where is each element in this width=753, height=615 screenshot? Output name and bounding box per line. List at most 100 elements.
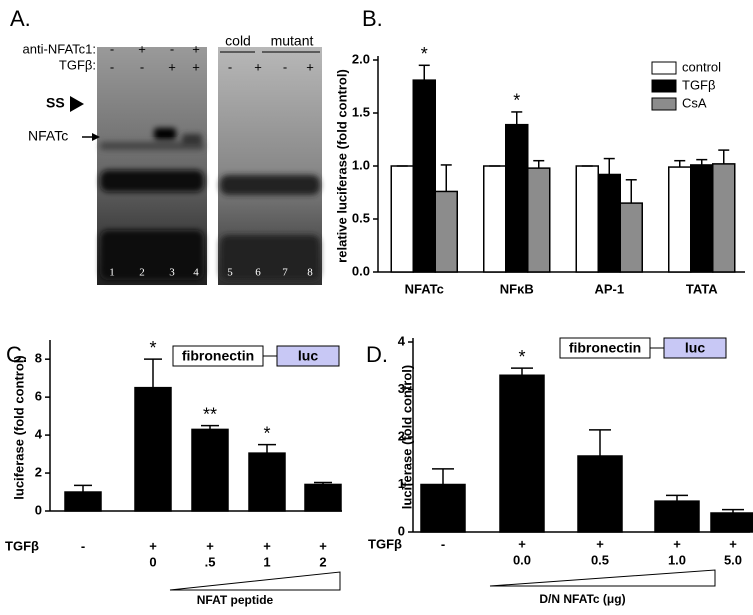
row-mark: - xyxy=(140,59,144,74)
row-label: TGFβ xyxy=(5,538,39,553)
y-tick-label: 3 xyxy=(398,381,405,396)
row-mark: + xyxy=(168,59,176,74)
panel-label: C. xyxy=(6,342,28,367)
legend-swatch xyxy=(651,61,677,75)
row-mark: + xyxy=(192,59,200,74)
dose-label: 2 xyxy=(319,554,326,569)
significance: * xyxy=(421,44,428,64)
construct-box xyxy=(276,345,340,367)
x-tick-label: + xyxy=(729,536,737,551)
bar xyxy=(712,163,736,273)
bar xyxy=(505,123,529,273)
bar xyxy=(619,202,643,273)
y-tick-label: 4 xyxy=(35,427,43,442)
row-mark: + xyxy=(254,59,262,74)
x-tick-label: + xyxy=(673,536,681,551)
lane-number: 1 xyxy=(109,267,115,279)
lane-number: 7 xyxy=(282,267,288,279)
lane-number: 4 xyxy=(193,267,199,279)
bar xyxy=(64,491,102,512)
y-axis-label: luciferase (fold control) xyxy=(399,365,414,509)
y-tick-label: 1.5 xyxy=(352,104,370,119)
significance: ** xyxy=(203,404,217,424)
x-tick-label: AP-1 xyxy=(594,281,624,296)
row-label: TGFβ xyxy=(368,536,402,551)
bar xyxy=(499,374,545,533)
x-axis-label: NFAT peptide xyxy=(197,593,274,607)
lane-number: 5 xyxy=(227,267,233,279)
construct-label: luc xyxy=(298,348,318,364)
bar xyxy=(527,167,551,273)
lane-number: 2 xyxy=(139,267,145,279)
bar xyxy=(577,455,623,533)
bar xyxy=(690,164,714,273)
x-tick-label: TATA xyxy=(686,281,718,296)
row-label: TGFβ: xyxy=(59,57,96,72)
construct-box xyxy=(663,337,727,359)
dose-label: .5 xyxy=(205,554,216,569)
construct-label: fibronectin xyxy=(182,348,254,364)
bar xyxy=(654,500,700,533)
bar xyxy=(248,452,286,512)
legend-swatch xyxy=(651,79,677,93)
lane-number: 8 xyxy=(307,267,313,279)
x-tick-label: + xyxy=(319,538,327,553)
bar xyxy=(597,173,621,273)
x-tick-label: NFATc xyxy=(405,281,444,296)
x-tick-label: - xyxy=(81,538,85,553)
dose-label: 1 xyxy=(263,554,270,569)
lane-number: 6 xyxy=(255,267,261,279)
legend-label: TGFβ xyxy=(682,77,715,92)
y-tick-label: 2 xyxy=(35,464,42,479)
y-tick-label: 0 xyxy=(398,523,405,538)
x-tick-label: - xyxy=(441,536,445,551)
x-tick-label: + xyxy=(149,538,157,553)
y-tick-label: 2 xyxy=(398,428,405,443)
legend-label: control xyxy=(682,59,721,74)
significance: * xyxy=(513,91,520,111)
y-tick-label: 6 xyxy=(35,389,42,404)
y-tick-label: 1 xyxy=(398,476,405,491)
significance: * xyxy=(263,423,270,443)
x-tick-label: + xyxy=(518,536,526,551)
bar xyxy=(304,483,342,512)
row-label: anti-NFATc1: xyxy=(23,41,96,56)
significance: * xyxy=(149,338,156,358)
y-tick-label: 0.5 xyxy=(352,210,370,225)
bar xyxy=(483,165,507,273)
construct-label: luc xyxy=(685,340,705,356)
y-tick-label: 1.0 xyxy=(352,157,370,172)
row-mark: - xyxy=(283,59,287,74)
dose-wedge xyxy=(169,571,341,591)
construct-label: fibronectin xyxy=(569,340,641,356)
y-tick-label: 0.0 xyxy=(352,263,370,278)
gel-image xyxy=(70,47,322,285)
row-mark: + xyxy=(192,41,200,56)
dose-label: 5.0 xyxy=(724,552,742,567)
bar xyxy=(434,190,458,273)
panel-label: D. xyxy=(366,342,388,367)
y-tick-label: 0 xyxy=(35,502,42,517)
dose-label: 0.0 xyxy=(513,552,531,567)
y-tick-label: 8 xyxy=(35,351,42,366)
x-axis-label: D/N NFATc (μg) xyxy=(539,592,625,606)
probe-label: mutant xyxy=(271,33,314,49)
band-label: NFATc xyxy=(28,128,68,144)
bar xyxy=(390,165,414,273)
bar xyxy=(412,79,436,273)
panel-label: B. xyxy=(362,6,383,31)
band-label: SS xyxy=(46,95,65,111)
row-mark: + xyxy=(306,59,314,74)
y-axis-label: luciferase (fold control) xyxy=(11,355,26,499)
dose-label: 1.0 xyxy=(668,552,686,567)
x-tick-label: NFκB xyxy=(500,281,534,296)
row-mark: - xyxy=(110,41,114,56)
bar xyxy=(575,165,599,273)
row-mark: - xyxy=(170,41,174,56)
bar xyxy=(191,428,229,512)
bar xyxy=(668,166,692,273)
row-mark: - xyxy=(228,59,232,74)
dose-label: 0 xyxy=(149,554,156,569)
bar xyxy=(420,483,466,533)
